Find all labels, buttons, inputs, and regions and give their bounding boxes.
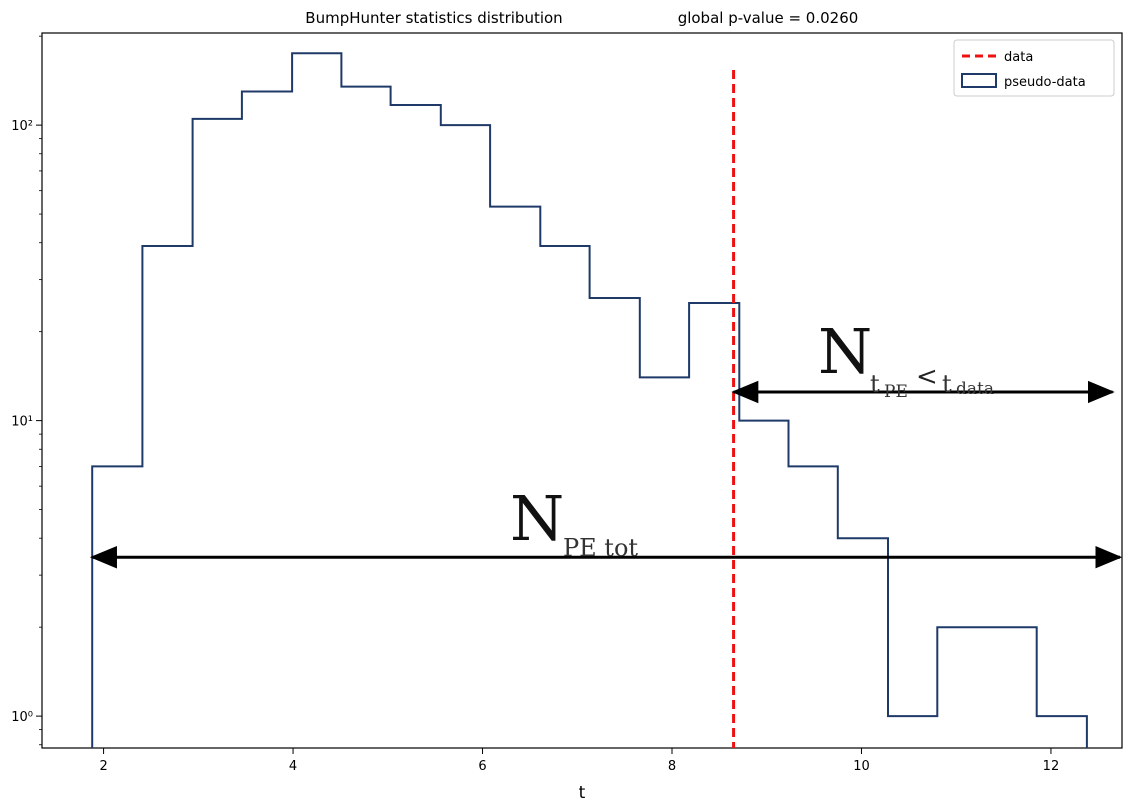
legend-data-label: data xyxy=(1004,50,1033,65)
y-axis-ticks: 10⁰ 10¹ 10² xyxy=(11,35,42,746)
x-tick-label: 12 xyxy=(1043,759,1060,774)
chart-title-left: BumpHunter statistics distribution xyxy=(305,9,562,27)
y-tick-label: 10¹ xyxy=(11,415,33,430)
total-count-symbol: N xyxy=(510,482,564,555)
tail-count-label: N t PE < t data xyxy=(818,315,994,402)
x-axis-ticks: 2 4 6 8 10 12 xyxy=(99,748,1059,774)
pseudo-data-histogram xyxy=(91,52,1088,748)
chart-title-right: global p-value = 0.0260 xyxy=(678,9,859,27)
x-tick-label: 6 xyxy=(478,759,486,774)
total-count-sub: PE tot xyxy=(563,534,638,562)
x-axis-title: t xyxy=(579,783,586,803)
tail-count-sub-lt: < xyxy=(916,362,938,392)
legend-box xyxy=(953,39,1115,97)
plot-frame xyxy=(41,32,1123,749)
legend: data pseudo-data xyxy=(953,39,1115,97)
x-tick-label: 2 xyxy=(99,759,107,774)
tail-count-sub-t2: t xyxy=(942,370,952,398)
y-tick-label: 10⁰ xyxy=(11,710,33,725)
y-tick-label: 10² xyxy=(11,119,33,134)
x-tick-label: 4 xyxy=(289,759,297,774)
x-tick-label: 8 xyxy=(668,759,676,774)
total-count-label: N PE tot xyxy=(510,482,638,562)
tail-count-sub-t: t xyxy=(870,370,880,398)
x-tick-label: 10 xyxy=(853,759,870,774)
legend-pseudo-data-label: pseudo-data xyxy=(1004,75,1086,90)
tail-count-symbol: N xyxy=(818,315,872,388)
tail-count-sub-data: data xyxy=(956,379,994,399)
legend-pseudo-data-swatch xyxy=(961,73,997,88)
tail-count-sub-pe: PE xyxy=(884,382,908,402)
